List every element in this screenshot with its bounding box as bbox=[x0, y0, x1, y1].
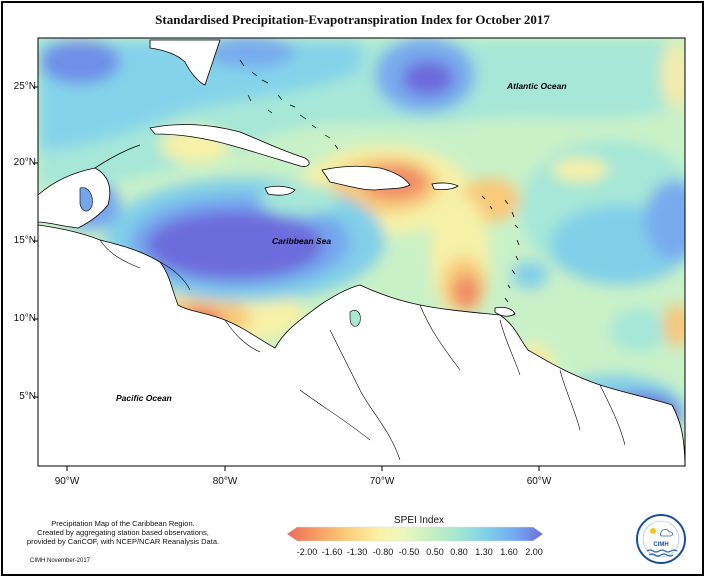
map-title: Standardised Precipitation-Evapotranspir… bbox=[155, 12, 550, 27]
legend-value: 0.80 bbox=[450, 547, 468, 557]
lon-label-60: 60°W bbox=[526, 476, 552, 487]
legend-value: -2.00 bbox=[296, 547, 318, 557]
lat-label-10: 10°N bbox=[13, 313, 36, 324]
lat-label-15: 15°N bbox=[13, 235, 36, 246]
legend-value: -0.50 bbox=[398, 547, 420, 557]
lon-label-80: 80°W bbox=[212, 476, 238, 487]
spei-field bbox=[38, 38, 685, 466]
cimh-logo: CIMH bbox=[636, 514, 686, 564]
credit-text: CIMH November-2017 bbox=[30, 558, 91, 564]
legend-value: 2.00 bbox=[525, 547, 543, 557]
lon-label-90: 90°W bbox=[54, 476, 80, 487]
axis-ticks bbox=[33, 86, 540, 471]
pacific-ocean-label: Pacific Ocean bbox=[116, 393, 172, 403]
lat-label-20: 20°N bbox=[13, 157, 36, 168]
legend-value: -1.30 bbox=[346, 547, 368, 557]
legend-value: 1.60 bbox=[500, 547, 518, 557]
logo-text: CIMH bbox=[653, 542, 668, 548]
legend-value: 1.30 bbox=[475, 547, 493, 557]
waves-icon bbox=[646, 549, 678, 553]
sun-icon bbox=[650, 528, 656, 534]
lat-label-25: 25°N bbox=[13, 81, 36, 92]
cloud-icon bbox=[659, 529, 673, 537]
legend-value: 0.50 bbox=[426, 547, 444, 557]
caribbean-sea-label: Caribbean Sea bbox=[272, 236, 332, 246]
caption-line-3: provided by CariCOF, with NCEP/NCAR Rean… bbox=[26, 537, 220, 546]
legend-value: -1.60 bbox=[321, 547, 343, 557]
legend-value: -0.80 bbox=[372, 547, 394, 557]
caption-line-1: Precipitation Map of the Caribbean Regio… bbox=[51, 519, 195, 528]
plot-border bbox=[37, 37, 686, 467]
map-caption: Precipitation Map of the Caribbean Regio… bbox=[18, 519, 228, 546]
lat-label-5: 5°N bbox=[19, 391, 36, 402]
lon-label-70: 70°W bbox=[369, 476, 395, 487]
legend-title: SPEI Index bbox=[393, 515, 445, 526]
legend-colorbar bbox=[286, 526, 544, 542]
caption-line-2: Created by aggregating station based obs… bbox=[37, 528, 209, 537]
atlantic-ocean-label: Atlantic Ocean bbox=[507, 81, 567, 91]
